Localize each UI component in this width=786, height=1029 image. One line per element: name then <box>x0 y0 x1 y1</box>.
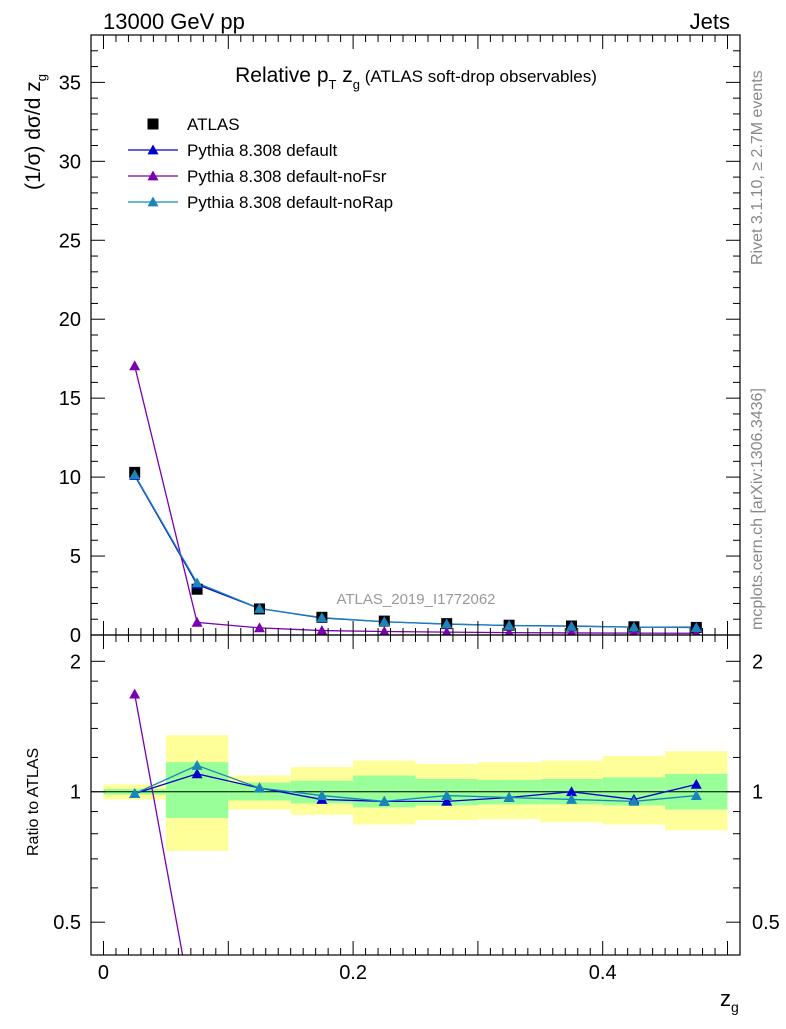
legend-label-0: ATLAS <box>187 115 240 134</box>
ratio-point-s2-1 <box>191 759 203 770</box>
ratio-point-s2-9 <box>690 790 702 800</box>
x-axis-label: zg <box>720 986 739 1015</box>
main-point-s2-5 <box>442 626 452 635</box>
main-point-s2-4 <box>379 626 390 635</box>
ratio-point-s2-4 <box>378 795 390 806</box>
main-y-tick-label: 25 <box>59 230 81 252</box>
energy-label: 13000 GeV pp <box>103 9 245 34</box>
x-tick-label: 0.2 <box>339 962 367 984</box>
main-y-axis-label-sub: g <box>34 74 49 81</box>
main-y-tick-label: 0 <box>70 625 81 647</box>
rivet-version-label: Rivet 3.1.10, ≥ 2.7M events <box>749 70 766 265</box>
x-axis-label-sub: g <box>731 999 739 1015</box>
chart-title-prefix: Relative p <box>235 64 328 87</box>
ratio-point-s2-0 <box>129 788 141 799</box>
legend-label-2: Pythia 8.308 default-noFsr <box>187 167 387 186</box>
main-point-s2-6 <box>504 627 514 635</box>
legend-marker-1 <box>147 144 159 155</box>
main-point-s3-6 <box>503 620 515 630</box>
ratio-y-tick-label-right: 1 <box>752 782 763 804</box>
legend: ATLAS Pythia 8.308 default Pythia 8.308 de… <box>128 115 393 212</box>
main-point-s2-7 <box>567 627 576 635</box>
x-tick-label: 0 <box>98 962 109 984</box>
main-point-s3-3 <box>316 612 328 623</box>
ratio-line-series-0 <box>134 773 697 803</box>
mcplots-label: mcplots.cern.ch [arXiv:1306.3436] <box>749 388 766 630</box>
ratio-point-s1-0 <box>129 688 141 699</box>
main-point-s2-2 <box>253 622 265 633</box>
main-point-s2-1 <box>191 616 203 627</box>
ratio-y-axis-label: Ratio to ATLAS <box>25 748 42 856</box>
main-point-s3-1 <box>191 577 203 588</box>
x-axis-label-main: z <box>720 986 731 1011</box>
legend-marker-0 <box>147 118 159 130</box>
ratio-point-s0-5 <box>441 795 453 806</box>
main-point-s3-7 <box>566 620 578 631</box>
main-point-s2-0 <box>129 360 141 371</box>
main-point-s0-1 <box>191 583 203 595</box>
ratio-y-tick-label-left: 2 <box>70 651 81 673</box>
main-y-tick-label: 30 <box>59 151 81 173</box>
legend-label-1: Pythia 8.308 default <box>187 141 338 160</box>
main-point-s3-2 <box>253 602 265 613</box>
main-y-tick-label: 5 <box>70 546 81 568</box>
main-point-s3-0 <box>129 469 141 480</box>
main-y-tick-label: 10 <box>59 467 81 489</box>
main-point-s2-3 <box>316 625 328 635</box>
process-label: Jets <box>690 9 730 34</box>
chart-title-sub-t: T <box>329 77 337 92</box>
ratio-y-tick-label-right: 0.5 <box>752 912 780 934</box>
ratio-point-s2-7 <box>566 793 578 804</box>
ratio-uncertainty-bands <box>103 735 728 851</box>
ratio-point-s0-9 <box>690 778 702 789</box>
chart-title-suffix: (ATLAS soft-drop observables) <box>360 67 597 86</box>
chart-title: Relative pT zg (ATLAS soft-drop observab… <box>235 64 597 92</box>
analysis-label: ATLAS_2019_I1772062 <box>336 591 495 608</box>
main-point-s3-8 <box>628 621 640 632</box>
legend-label-3: Pythia 8.308 default-noRap <box>187 193 393 212</box>
legend-marker-2 <box>147 170 159 181</box>
main-y-tick-label: 20 <box>59 309 81 331</box>
main-point-s3-4 <box>378 616 390 627</box>
ratio-point-s2-2 <box>253 782 265 793</box>
ratio-y-tick-label-left: 0.5 <box>53 912 81 934</box>
main-y-axis-label: (1/σ) dσ/d zg <box>22 74 49 190</box>
ratio-line-series-2 <box>134 764 697 803</box>
ratio-point-s2-6 <box>503 791 515 802</box>
main-y-tick-label: 15 <box>59 388 81 410</box>
chart-title-mid: z <box>336 64 352 87</box>
main-y-tick-label: 35 <box>59 72 81 94</box>
x-tick-label: 0.4 <box>589 962 617 984</box>
ratio-y-tick-label-right: 2 <box>752 651 763 673</box>
ratio-panel-series <box>91 688 740 955</box>
ratio-point-s2-3 <box>316 790 328 800</box>
chart-title-sub-g: g <box>353 77 360 92</box>
ratio-y-tick-label-left: 1 <box>70 782 81 804</box>
ratio-point-s2-8 <box>628 795 640 806</box>
ratio-point-s2-5 <box>441 790 453 800</box>
main-point-s3-5 <box>441 618 453 629</box>
axes-group: 0 5 10 15 20 25 30 35 0 0.2 0.4 0.5 0.5 1 1 2 2 <box>53 34 780 984</box>
main-y-axis-label-main: (1/σ) dσ/d z <box>22 81 45 190</box>
main-point-s3-9 <box>690 622 702 632</box>
ratio-point-s0-1 <box>191 768 203 779</box>
legend-marker-3 <box>147 196 159 207</box>
ratio-point-s0-7 <box>566 786 578 797</box>
